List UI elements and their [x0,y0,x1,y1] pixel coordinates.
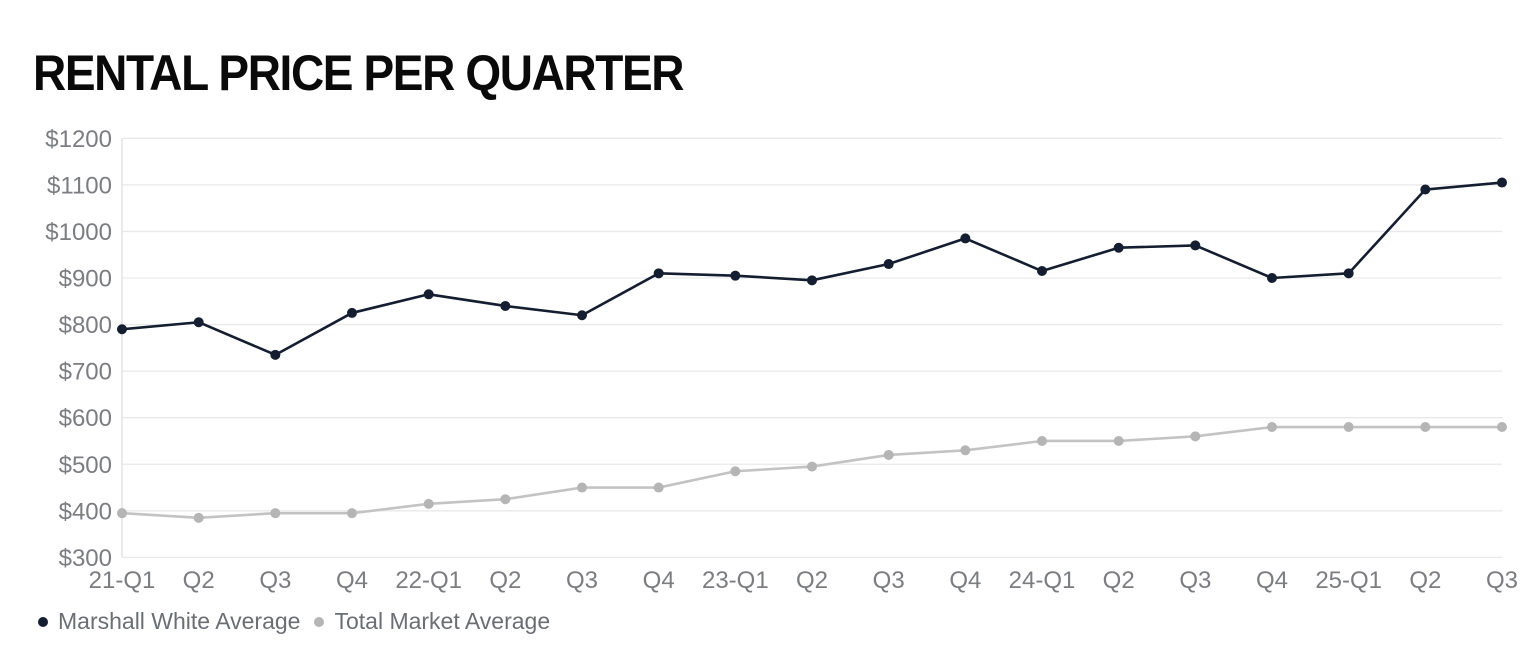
y-axis-label: $1000 [45,219,112,246]
x-axis-label: Q4 [949,567,981,594]
y-axis-label: $500 [59,452,112,479]
y-axis-label: $300 [59,545,112,572]
data-point-marshall-white-average [1420,184,1431,195]
data-point-total-market-average [1497,422,1507,433]
x-axis-label: Q3 [259,567,291,594]
y-axis-label: $800 [59,312,112,339]
data-point-total-market-average [500,494,511,505]
data-point-marshall-white-average [577,310,587,321]
x-axis-label: Q2 [1409,567,1441,594]
y-axis-label: $600 [59,405,112,432]
data-point-total-market-average [423,498,434,509]
x-axis-label: Q2 [489,567,521,594]
x-axis-label: Q4 [1256,567,1288,594]
data-point-total-market-average [193,512,204,523]
data-point-marshall-white-average [1497,177,1507,188]
legend-label-marshall-white-average: Marshall White Average [58,608,301,634]
y-axis-label: $400 [59,498,112,525]
data-point-marshall-white-average [270,349,281,360]
legend-marker-total-market-average [314,616,325,627]
data-point-total-market-average [807,461,817,472]
series-line-total-market-average [120,425,1504,520]
data-point-marshall-white-average [807,275,817,286]
series-marshall-white-average [117,177,1507,360]
x-axis-label: 23-Q1 [702,567,769,594]
data-point-marshall-white-average [500,300,511,311]
data-point-marshall-white-average [1037,266,1047,277]
y-axis-label: $700 [59,359,112,386]
x-axis-label: Q4 [336,567,368,594]
data-point-marshall-white-average [1190,240,1201,251]
x-axis-label: Q3 [873,567,905,594]
data-point-total-market-average [577,482,587,493]
data-point-total-market-average [1190,431,1201,442]
data-point-marshall-white-average [423,289,434,300]
data-point-total-market-average [347,508,357,519]
data-point-total-market-average [1113,435,1124,446]
data-point-marshall-white-average [1343,268,1354,279]
x-axis-label: Q2 [183,567,215,594]
data-point-total-market-average [1420,422,1431,433]
x-axis-label: 21-Q1 [89,567,156,594]
data-point-marshall-white-average [117,324,127,335]
series-line-marshall-white-average [120,181,1504,357]
gridlines [121,137,1502,559]
x-axis-label: Q2 [1103,567,1135,594]
data-point-marshall-white-average [1267,273,1277,283]
data-point-total-market-average [883,449,894,460]
x-axis-label: Q2 [796,567,828,594]
series-total-market-average [117,422,1507,523]
legend-label-total-market-average: Total Market Average [334,608,551,634]
legend-item-total-market-average[interactable]: Total Market Average [314,608,550,635]
data-point-marshall-white-average [347,307,357,318]
data-point-marshall-white-average [1113,242,1124,253]
legend-marker-marshall-white-average [38,616,48,627]
data-point-marshall-white-average [730,270,741,281]
data-point-total-market-average [1267,422,1277,433]
y-axis-label: $900 [59,266,112,293]
chart-legend: Marshall White Average Total Market Aver… [38,608,550,635]
x-axis-label: 25-Q1 [1315,567,1382,594]
data-point-total-market-average [1037,435,1047,446]
y-axis-label: $1100 [47,172,112,199]
data-point-total-market-average [960,445,971,456]
data-point-marshall-white-average [193,317,204,328]
data-point-marshall-white-average [653,268,664,279]
data-point-total-market-average [730,466,741,477]
x-axis-label: Q3 [1179,567,1211,594]
data-point-marshall-white-average [960,233,971,244]
x-axis-labels: 21-Q1 Q2 Q3 Q4 22-Q1 Q2 Q3 Q4 23-Q1 Q2 Q3 Q4 24-Q1 Q2… [89,567,1518,594]
chart-title: RENTAL PRICE PER QUARTER [33,45,685,101]
legend-item-marshall-white-average[interactable]: Marshall White Average [38,608,300,635]
data-point-total-market-average [117,508,127,519]
x-axis-label: Q3 [1486,567,1518,594]
data-point-total-market-average [653,482,664,493]
data-point-total-market-average [1343,422,1354,433]
x-axis-label: 24-Q1 [1009,567,1076,594]
x-axis-label: Q3 [566,567,598,594]
data-point-total-market-average [270,508,281,519]
y-axis-label: $1200 [45,126,112,153]
x-axis-label: 22-Q1 [395,567,462,594]
y-axis-labels: $300 $400 $500 $600 $700 $800 $900 $1000 $1100 $1… [45,126,112,572]
x-axis-label: Q4 [643,567,675,594]
data-point-marshall-white-average [883,259,894,270]
